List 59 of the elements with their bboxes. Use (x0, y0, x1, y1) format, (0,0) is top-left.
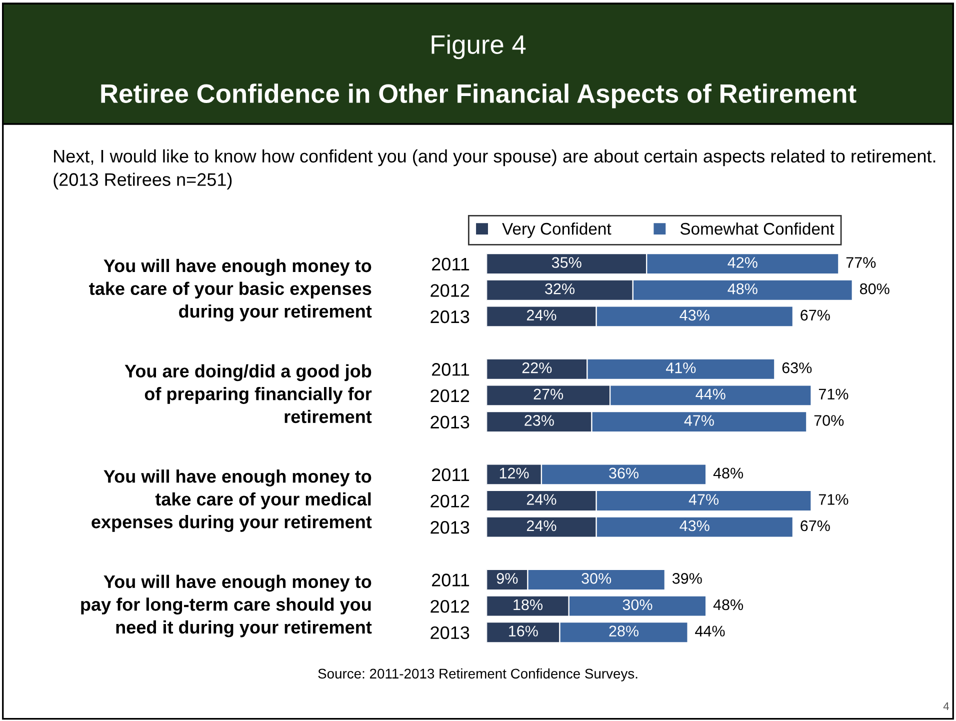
data-label: 24% (526, 310, 556, 321)
total-label: 77% (846, 257, 876, 268)
data-label: 32% (545, 283, 575, 294)
data-label: 41% (666, 362, 696, 374)
data-label: 35% (552, 257, 582, 268)
total-label: 71% (818, 388, 848, 400)
y-tick-label: 2011 (432, 363, 470, 376)
total-label: 80% (860, 283, 890, 294)
source-note: Source: 2011-2013 Retirement Confidence Surveys. (318, 668, 638, 682)
data-label: 24% (526, 520, 556, 532)
data-label: 43% (680, 310, 710, 321)
text: You are doing/did a good job of preparing financially for retirement (124, 364, 372, 424)
legend-label: Somewhat Confident (680, 222, 834, 235)
data-label: 12% (500, 468, 529, 478)
y-tick-label: 2013 (430, 310, 470, 324)
text: Next, I would like to know how confident you (and your spouse) are about certain aspects related to retirement. (2013 Retirees n=251) (54, 149, 936, 190)
total-label: 71% (818, 494, 848, 505)
data-label: 27% (534, 388, 564, 400)
chart-subtitle: Retiree Confidence in Other Financial Aspects of Retirement (101, 84, 856, 108)
total-label: 39% (672, 573, 702, 584)
total-label: 67% (800, 310, 830, 321)
text: You will have enough money to pay for long-term care should you need it during your retirement (81, 574, 372, 638)
data-label: 23% (524, 415, 554, 426)
y-tick-label: 2012 (430, 600, 470, 613)
legend-label: Very Confident (502, 222, 612, 238)
y-tick-label: 2011 (432, 574, 470, 586)
data-label: 24% (526, 494, 556, 505)
total-label: 48% (713, 599, 744, 610)
total-label: 48% (713, 468, 744, 479)
y-tick-label: 2013 (430, 521, 470, 534)
data-label: 36% (609, 468, 639, 479)
y-tick-label: 2012 (430, 389, 470, 402)
data-label: 48% (728, 283, 758, 294)
text: You will have enough money to take care of your basic expenses during your retirement (89, 258, 372, 322)
data-label: 47% (688, 494, 719, 505)
total-label: 70% (814, 415, 844, 426)
y-tick-label: 2012 (430, 284, 470, 297)
data-label: 44% (696, 388, 726, 400)
data-label: 47% (684, 415, 714, 426)
y-tick-label: 2012 (430, 494, 470, 508)
text: You will have enough money to take care of your medical expenses during your retirement (92, 470, 372, 532)
y-tick-label: 2011 (432, 258, 470, 271)
total-label: 63% (782, 362, 812, 374)
text: 4 (943, 702, 949, 710)
y-tick-label: 2013 (430, 626, 470, 640)
data-label: 16% (509, 626, 538, 636)
data-label: 42% (728, 257, 758, 268)
total-label: 67% (800, 520, 830, 532)
data-label: 22% (522, 362, 552, 374)
data-label: 18% (514, 599, 542, 610)
y-tick-label: 2011 (432, 468, 470, 482)
data-label: 28% (609, 626, 639, 636)
data-label: 30% (582, 573, 612, 584)
data-label: 9% (496, 573, 518, 584)
data-label: 43% (680, 520, 710, 532)
y-tick-label: 2013 (430, 416, 470, 428)
chart-title: Figure 4 (432, 34, 526, 60)
data-label: 30% (622, 599, 652, 610)
total-label: 44% (695, 626, 725, 636)
